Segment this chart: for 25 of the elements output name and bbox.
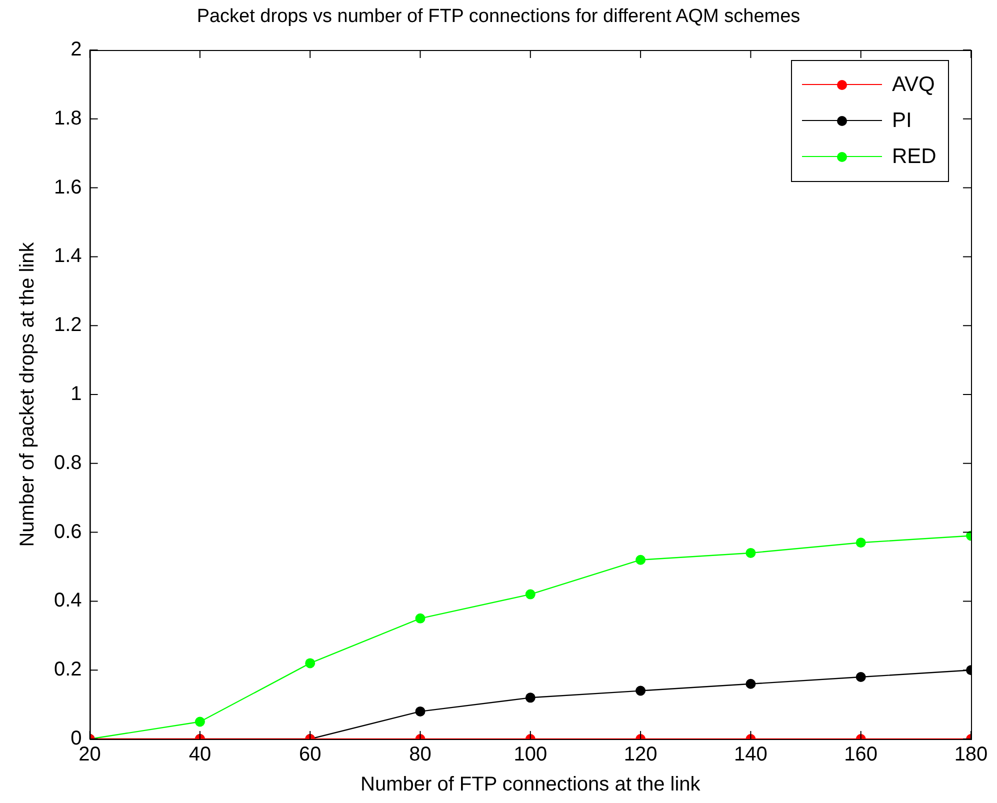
- legend-label: RED: [892, 145, 936, 169]
- chart-title: Packet drops vs number of FTP connections for different AQM schemes: [196, 5, 802, 29]
- x-tick-label: 140: [734, 744, 768, 766]
- y-tick-label: 0.4: [54, 590, 82, 612]
- y-tick-label: 0.6: [54, 520, 82, 543]
- x-tick-label: 160: [844, 744, 878, 766]
- x-tick-label: 20: [78, 744, 101, 766]
- x-tick-label: 120: [624, 744, 658, 766]
- legend-label: PI: [892, 109, 912, 133]
- y-tick-label: 1.4: [54, 245, 82, 268]
- y-tick-label: 1: [70, 383, 82, 406]
- y-tick-label: 1.8: [54, 107, 82, 130]
- y-tick-label: 2: [70, 38, 82, 61]
- x-tick-label: 60: [298, 744, 322, 766]
- y-tick-label: 0.2: [54, 658, 82, 681]
- x-axis-title: Number of FTP connections at the link: [360, 774, 702, 796]
- y-tick-label: 1.6: [54, 176, 82, 198]
- y-tick-label: 0.8: [54, 452, 82, 474]
- x-tick-label: 40: [188, 744, 212, 766]
- legend-label: AVQ: [892, 73, 935, 97]
- x-tick-label: 180: [954, 744, 988, 766]
- y-tick-label: 1.2: [54, 314, 82, 336]
- x-tick-label: 80: [409, 744, 432, 766]
- x-tick-label: 100: [514, 744, 548, 766]
- y-axis-title: Number of packet drops at the link: [16, 241, 39, 547]
